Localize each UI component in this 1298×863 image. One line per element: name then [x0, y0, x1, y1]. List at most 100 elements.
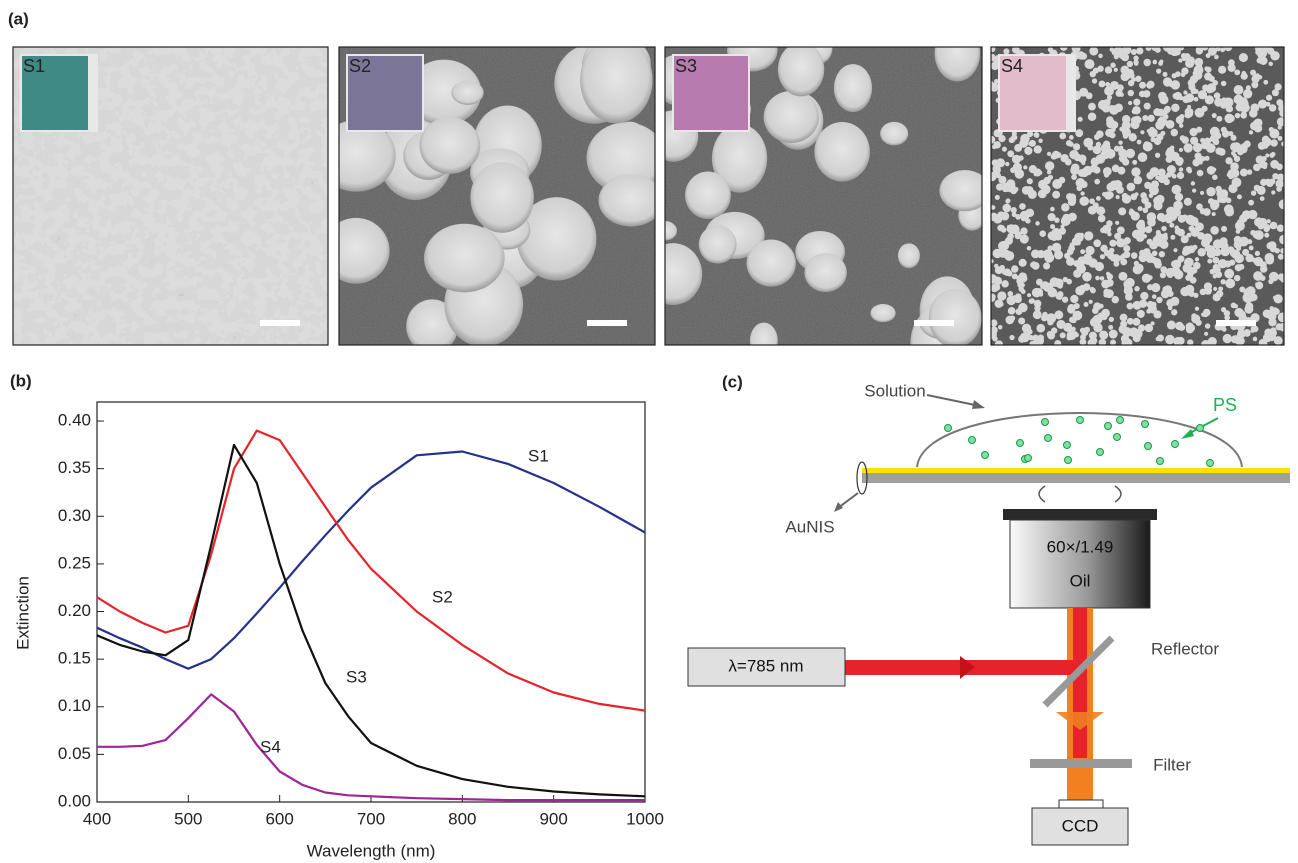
grain-particle: [1140, 192, 1147, 199]
grain-particle: [1206, 53, 1211, 58]
grain-particle: [1071, 174, 1077, 180]
grain-particle: [1039, 292, 1044, 297]
grain-particle: [989, 296, 995, 302]
grain-particle: [1143, 248, 1150, 255]
grain-particle: [1034, 311, 1038, 315]
grain-particle: [1013, 163, 1022, 172]
grain-particle: [1248, 210, 1257, 219]
grain-particle: [1131, 49, 1137, 55]
grain-particle: [1222, 101, 1228, 107]
y-tick-label: 0.35: [58, 458, 91, 477]
grain-particle: [1180, 135, 1186, 141]
grain-particle: [1221, 226, 1227, 232]
grain-particle: [1124, 237, 1131, 244]
grain-particle: [1214, 132, 1221, 139]
grain-particle: [1152, 294, 1157, 299]
grain-particle: [1203, 313, 1208, 318]
grain-particle: [1001, 280, 1008, 287]
grain-particle: [1212, 113, 1217, 118]
grain-particle: [1098, 54, 1102, 58]
grain-particle: [1213, 293, 1221, 301]
grain-particle: [1200, 208, 1206, 214]
grain-particle: [1098, 100, 1108, 110]
grain-particle: [1158, 92, 1167, 101]
grain-particle: [1225, 278, 1235, 288]
grain-particle: [1047, 332, 1055, 340]
grain-particle: [1181, 235, 1189, 243]
panel-label: (a): [8, 9, 29, 28]
grain-particle: [1225, 157, 1232, 164]
grain-particle: [1207, 166, 1216, 175]
grain-particle: [1256, 156, 1264, 164]
grain-particle: [1050, 224, 1055, 229]
grain-particle: [1020, 234, 1029, 243]
grain-particle: [1022, 186, 1031, 195]
grain-particle: [1003, 48, 1009, 54]
grain-particle: [995, 299, 1004, 308]
grain-particle: [999, 265, 1005, 271]
grain-particle: [1172, 73, 1177, 78]
grain-particle: [1265, 256, 1274, 265]
grain-particle: [1073, 143, 1080, 150]
grain-particle: [1094, 179, 1100, 185]
grain-particle: [1031, 261, 1036, 266]
grain-particle: [1264, 233, 1269, 238]
grain-particle: [1241, 103, 1250, 112]
grain-particle: [1193, 143, 1202, 152]
grain-particle: [1274, 83, 1281, 90]
grain-particle: [1002, 204, 1011, 213]
particle-label: PS: [1213, 395, 1237, 415]
grain-particle: [1116, 195, 1120, 199]
grain-particle: [1194, 97, 1199, 102]
grain-particle: [1213, 287, 1217, 291]
grain-particle: [1155, 47, 1161, 53]
grain-particle: [1231, 302, 1237, 308]
grain-particle: [1163, 108, 1169, 114]
arrowhead: [960, 656, 975, 679]
grain-particle: [1029, 335, 1034, 340]
grain-particle: [994, 264, 998, 268]
grain-particle: [1167, 271, 1174, 278]
series-line: [97, 445, 645, 796]
grain-particle: [1142, 274, 1151, 283]
grain-particle: [1136, 234, 1143, 241]
particle: [1045, 435, 1052, 442]
grain-particle: [1115, 105, 1121, 111]
grain-particle: [1260, 196, 1265, 201]
grain-particle: [1221, 279, 1226, 284]
grain-particle: [1171, 309, 1177, 315]
grain-particle: [1270, 222, 1278, 230]
grain-particle: [1128, 90, 1134, 96]
grain-particle: [322, 218, 389, 284]
grain-particle: [1122, 195, 1129, 202]
grain-particle: [1172, 185, 1182, 195]
particles: [945, 417, 1214, 467]
grain-particle: [1160, 272, 1166, 278]
grain-particle: [1166, 299, 1174, 307]
grain-particle: [1099, 81, 1106, 88]
grain-particle: [1138, 152, 1148, 162]
grain-particle: [1070, 166, 1079, 175]
grain-particle: [1138, 206, 1143, 211]
series-label: S3: [346, 667, 367, 686]
grain-particle: [1077, 91, 1082, 96]
grain-particle: [1093, 202, 1099, 208]
grain-particle: [1212, 257, 1219, 264]
grain-particle: [834, 64, 872, 112]
grain-particle: [1109, 330, 1118, 339]
grain-particle: [1000, 241, 1009, 250]
grain-particle: [1153, 60, 1158, 65]
grain-particle: [1127, 318, 1134, 325]
grain-particle: [685, 172, 731, 219]
grain-particle: [1152, 250, 1158, 256]
grain-particle: [1228, 115, 1235, 122]
grain-particle: [1093, 166, 1100, 173]
grain-particle: [1104, 173, 1109, 178]
grain-particle: [814, 122, 869, 182]
grain-particle: [1213, 264, 1220, 271]
grain-particle: [1179, 148, 1183, 152]
grain-particle: [1057, 294, 1063, 300]
grain-particle: [1196, 127, 1202, 133]
grain-particle: [1215, 147, 1222, 154]
particle: [1157, 458, 1164, 465]
